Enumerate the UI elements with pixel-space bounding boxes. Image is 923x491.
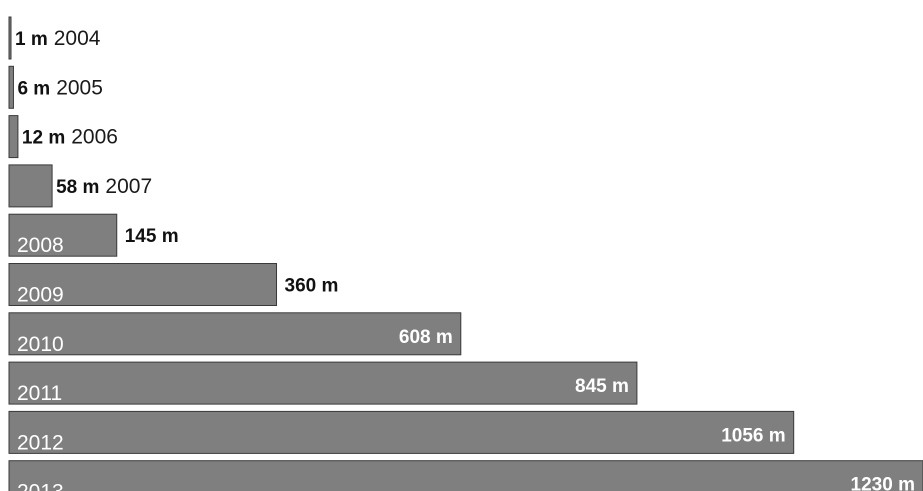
value-label-2010: 608 m <box>399 327 453 348</box>
year-label-2005: 2005 <box>56 76 103 99</box>
value-label-2005: 6 m <box>17 78 50 99</box>
bar-group-2011: 2011 845 m <box>8 361 638 405</box>
year-label-2012: 2012 <box>17 431 64 454</box>
bar-2008 <box>8 213 118 257</box>
bar-2013 <box>8 460 923 491</box>
bar-2005 <box>8 65 14 109</box>
year-label-2007: 2007 <box>105 175 152 198</box>
bar-group-2010: 2010 608 m <box>8 312 462 356</box>
bar-group-2012: 2012 1056 m <box>8 410 795 454</box>
value-label-2006: 12 m <box>22 128 65 149</box>
bar-group-2004: 1 m 2004 <box>8 16 101 60</box>
year-label-2011: 2011 <box>17 382 62 405</box>
value-label-2012: 1056 m <box>721 425 785 446</box>
value-label-2007: 58 m <box>56 177 99 198</box>
bar-group-2008: 2008 145 m <box>8 213 179 257</box>
value-label-2004: 1 m <box>15 29 48 50</box>
bar-2010 <box>8 312 462 356</box>
bar-2011 <box>8 361 638 405</box>
bar-group-2006: 12 m 2006 <box>8 115 118 159</box>
value-label-2009: 360 m <box>285 276 339 297</box>
value-label-2013: 1230 m <box>851 475 915 491</box>
bar-group-2007: 58 m 2007 <box>8 164 152 208</box>
year-label-2010: 2010 <box>17 333 64 356</box>
bar-2004 <box>8 16 12 60</box>
bar-group-2009: 2009 360 m <box>8 263 339 307</box>
year-label-2009: 2009 <box>17 284 64 307</box>
bar-2009 <box>8 263 278 306</box>
bar-group-2013: 2013 1230 m <box>8 460 923 491</box>
year-label-2013: 2013 <box>17 481 64 491</box>
bar-2007 <box>8 164 53 208</box>
bar-2012 <box>8 410 795 454</box>
bar-group-2005: 6 m 2005 <box>8 65 103 109</box>
year-label-2006: 2006 <box>71 126 118 149</box>
bar-2006 <box>8 115 19 159</box>
value-label-2008: 145 m <box>125 226 179 247</box>
year-label-2004: 2004 <box>54 27 101 50</box>
value-label-2011: 845 m <box>575 376 629 397</box>
year-label-2008: 2008 <box>17 234 64 257</box>
